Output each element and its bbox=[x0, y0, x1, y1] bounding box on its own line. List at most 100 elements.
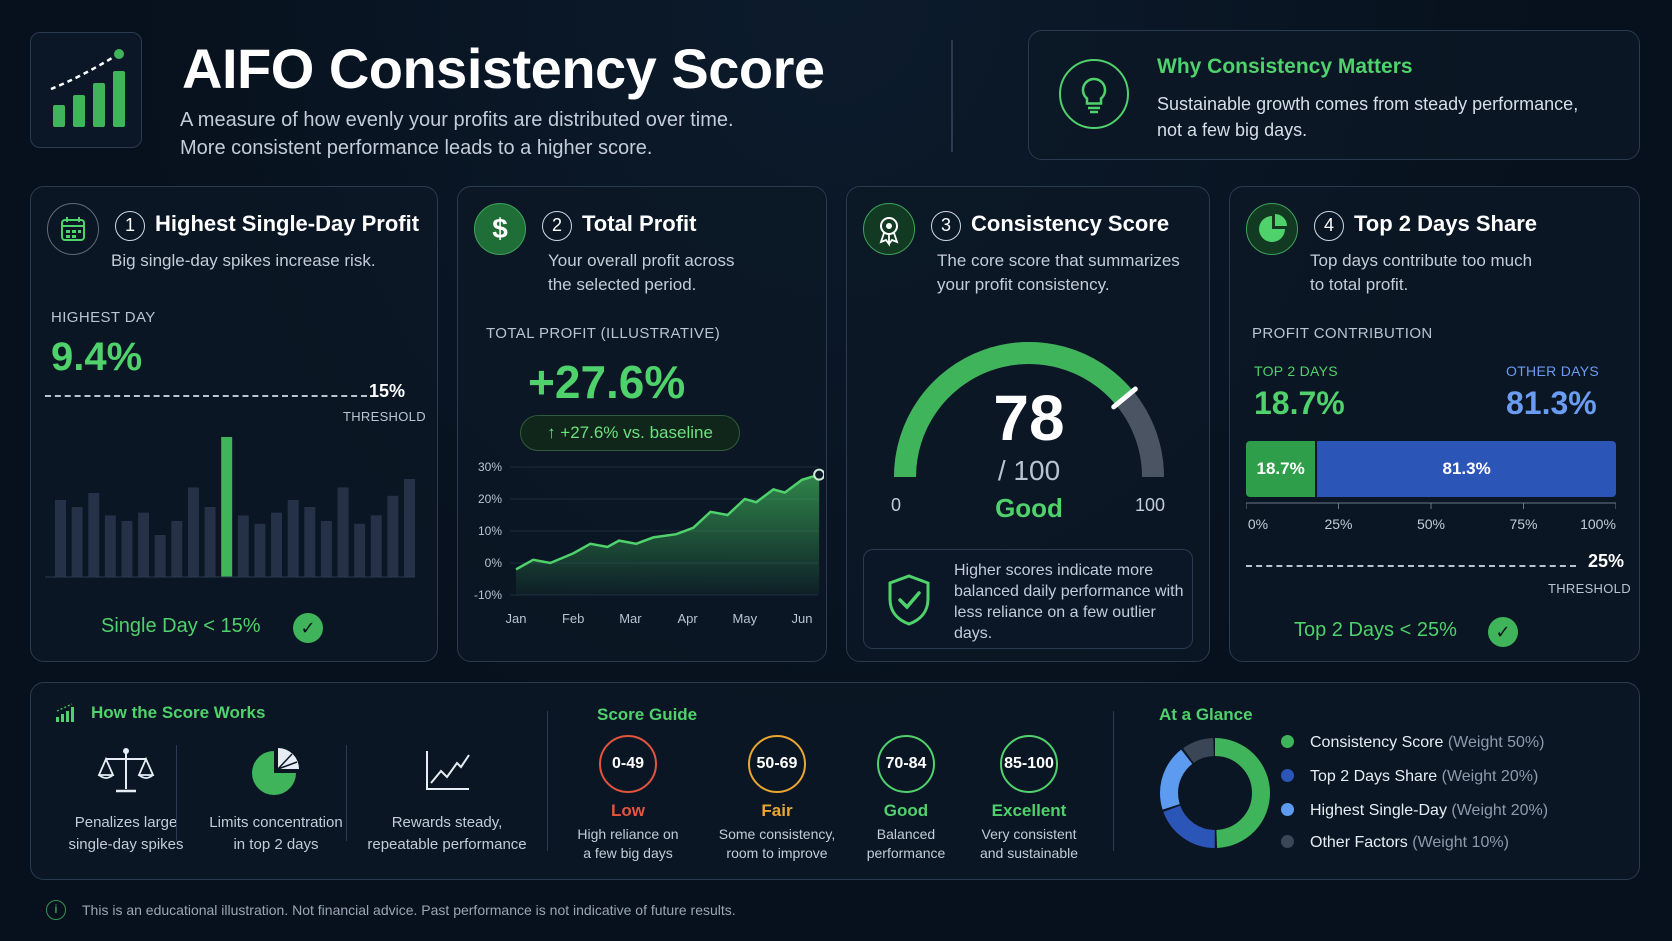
day-bar bbox=[320, 521, 332, 577]
card-title: Highest Single-Day Profit bbox=[155, 211, 420, 236]
gauge-min: 0 bbox=[891, 495, 902, 515]
day-bar bbox=[55, 500, 66, 577]
other-days-label: OTHER DAYS bbox=[1506, 363, 1599, 379]
bar-chart-logo-icon bbox=[50, 49, 125, 127]
section-divider bbox=[1113, 711, 1114, 851]
day-bar bbox=[287, 500, 299, 577]
section-divider bbox=[547, 711, 548, 851]
y-tick-label: 30% bbox=[478, 460, 502, 474]
header-divider bbox=[951, 40, 953, 152]
bars-icon bbox=[56, 703, 74, 722]
baseline-badge: ↑ +27.6% vs. baseline bbox=[520, 415, 740, 451]
gauge-marker bbox=[1111, 386, 1138, 410]
gauge-fill bbox=[894, 342, 1134, 478]
threshold-line bbox=[1246, 565, 1576, 567]
highest-day-value: 9.4% bbox=[51, 335, 143, 379]
score-note: Higher scores indicate more balanced dai… bbox=[863, 549, 1193, 649]
profit-line bbox=[515, 473, 820, 571]
range-ring: 70-84 bbox=[877, 735, 935, 793]
bottom-panel: How the Score Works Penalizes large singl… bbox=[30, 682, 1640, 880]
threshold-label: THRESHOLD bbox=[1548, 581, 1631, 596]
day-bar bbox=[104, 515, 116, 577]
card-description: Big single-day spikes increase risk. bbox=[111, 251, 376, 270]
x-tick-label: Feb bbox=[562, 611, 584, 626]
page-title: AIFO Consistency Score bbox=[182, 37, 825, 100]
consistency-score-card: 3 Consistency Score The core score that … bbox=[846, 186, 1210, 662]
other-days-segment: 81.3% bbox=[1315, 441, 1616, 497]
donut-slice bbox=[1160, 738, 1270, 848]
top-days-segment: 18.7% bbox=[1246, 441, 1316, 497]
card-title: Total Profit bbox=[582, 211, 697, 236]
threshold-line bbox=[45, 395, 367, 397]
day-bar bbox=[237, 515, 249, 577]
logo bbox=[30, 32, 142, 148]
total-profit-card: $ 2 Total Profit Your overall profit acr… bbox=[457, 186, 827, 662]
contribution-axis: 0% 25% 50% 75% 100% bbox=[1246, 502, 1616, 532]
guide-excellent: 85-100 Excellent Very consistent and sust… bbox=[959, 735, 1099, 863]
why-consistency-card: Why Consistency Matters Sustainable grow… bbox=[1028, 30, 1640, 160]
day-bar bbox=[138, 512, 150, 577]
guide-low: 0-49 Low High reliance on a few big days bbox=[563, 735, 693, 863]
dollar-icon: $ bbox=[474, 203, 526, 255]
shield-check-icon bbox=[888, 574, 930, 626]
y-tick-label: 20% bbox=[478, 492, 502, 506]
top-days-status: Top 2 Days < 25% bbox=[1294, 619, 1457, 641]
y-tick-label: -10% bbox=[474, 588, 502, 602]
total-profit-caption: TOTAL PROFIT (ILLUSTRATIVE) bbox=[486, 325, 721, 342]
guide-good: 70-84 Good Balanced performance bbox=[841, 735, 971, 863]
gauge-max: 100 bbox=[1135, 495, 1166, 515]
check-icon: ✓ bbox=[1488, 617, 1518, 647]
axis-tick-label: 50% bbox=[1417, 516, 1445, 532]
line-chart-icon bbox=[426, 751, 470, 790]
axis-tick-label: 100% bbox=[1580, 516, 1616, 532]
range-ring: 0-49 bbox=[599, 735, 657, 793]
day-bar bbox=[370, 515, 382, 577]
why-text: Sustainable growth comes from steady per… bbox=[1157, 94, 1579, 140]
highest-day-caption: HIGHEST DAY bbox=[51, 309, 156, 326]
legend-top-2-days: Top 2 Days Share (Weight 20%) bbox=[1281, 768, 1538, 786]
day-bar bbox=[88, 493, 100, 577]
top-2-days-share-card: 4 Top 2 Days Share Top days contribute t… bbox=[1229, 186, 1640, 662]
how-item-concentration: Limits concentration in top 2 days bbox=[191, 745, 361, 856]
day-bar bbox=[404, 479, 415, 577]
contribution-bar: 18.7% 81.3% bbox=[1246, 441, 1616, 497]
total-profit-value: +27.6% bbox=[528, 356, 686, 408]
step-number: 2 bbox=[542, 211, 572, 241]
how-divider bbox=[346, 745, 347, 841]
at-a-glance-title: At a Glance bbox=[1159, 705, 1253, 724]
pie-chart-icon bbox=[1246, 203, 1298, 255]
how-title: How the Score Works bbox=[91, 703, 266, 722]
x-tick-label: Jan bbox=[506, 611, 527, 626]
legend-dot bbox=[1281, 835, 1294, 848]
threshold-value: 15% bbox=[369, 381, 406, 401]
legend-dot bbox=[1281, 735, 1294, 748]
day-bar bbox=[204, 507, 216, 577]
day-bar bbox=[254, 523, 266, 577]
top-days-label: TOP 2 DAYS bbox=[1254, 363, 1338, 379]
card-title: Consistency Score bbox=[971, 211, 1170, 236]
range-ring: 50-69 bbox=[748, 735, 806, 793]
step-number: 3 bbox=[931, 211, 961, 241]
legend-highest-single-day: Highest Single-Day (Weight 20%) bbox=[1281, 802, 1548, 820]
card-description: Top days contribute too much to total pr… bbox=[1310, 251, 1533, 294]
legend-other-factors: Other Factors (Weight 10%) bbox=[1281, 834, 1509, 852]
axis-tick-label: 0% bbox=[1248, 516, 1268, 532]
card-description: The core score that summarizes your prof… bbox=[937, 251, 1180, 294]
disclaimer: This is an educational illustration. Not… bbox=[82, 902, 736, 918]
daily-profit-bars bbox=[45, 437, 415, 578]
score-value: 78 bbox=[993, 382, 1065, 454]
other-days-value: 81.3% bbox=[1506, 385, 1597, 421]
lightbulb-icon bbox=[1059, 59, 1129, 129]
score-gauge bbox=[894, 342, 1164, 478]
guide-fair: 50-69 Fair Some consistency, room to impr… bbox=[707, 735, 847, 863]
single-day-status: Single Day < 15% bbox=[101, 615, 261, 637]
x-tick-label: Apr bbox=[677, 611, 698, 626]
legend-consistency-score: Consistency Score (Weight 50%) bbox=[1281, 734, 1544, 752]
how-divider bbox=[176, 745, 177, 841]
day-bar bbox=[154, 535, 166, 577]
how-item-steady: Rewards steady, repeatable performance bbox=[359, 745, 535, 856]
day-bar bbox=[121, 521, 133, 577]
why-title: Why Consistency Matters bbox=[1157, 55, 1413, 78]
range-ring: 85-100 bbox=[1000, 735, 1058, 793]
award-ribbon-icon bbox=[863, 203, 915, 255]
